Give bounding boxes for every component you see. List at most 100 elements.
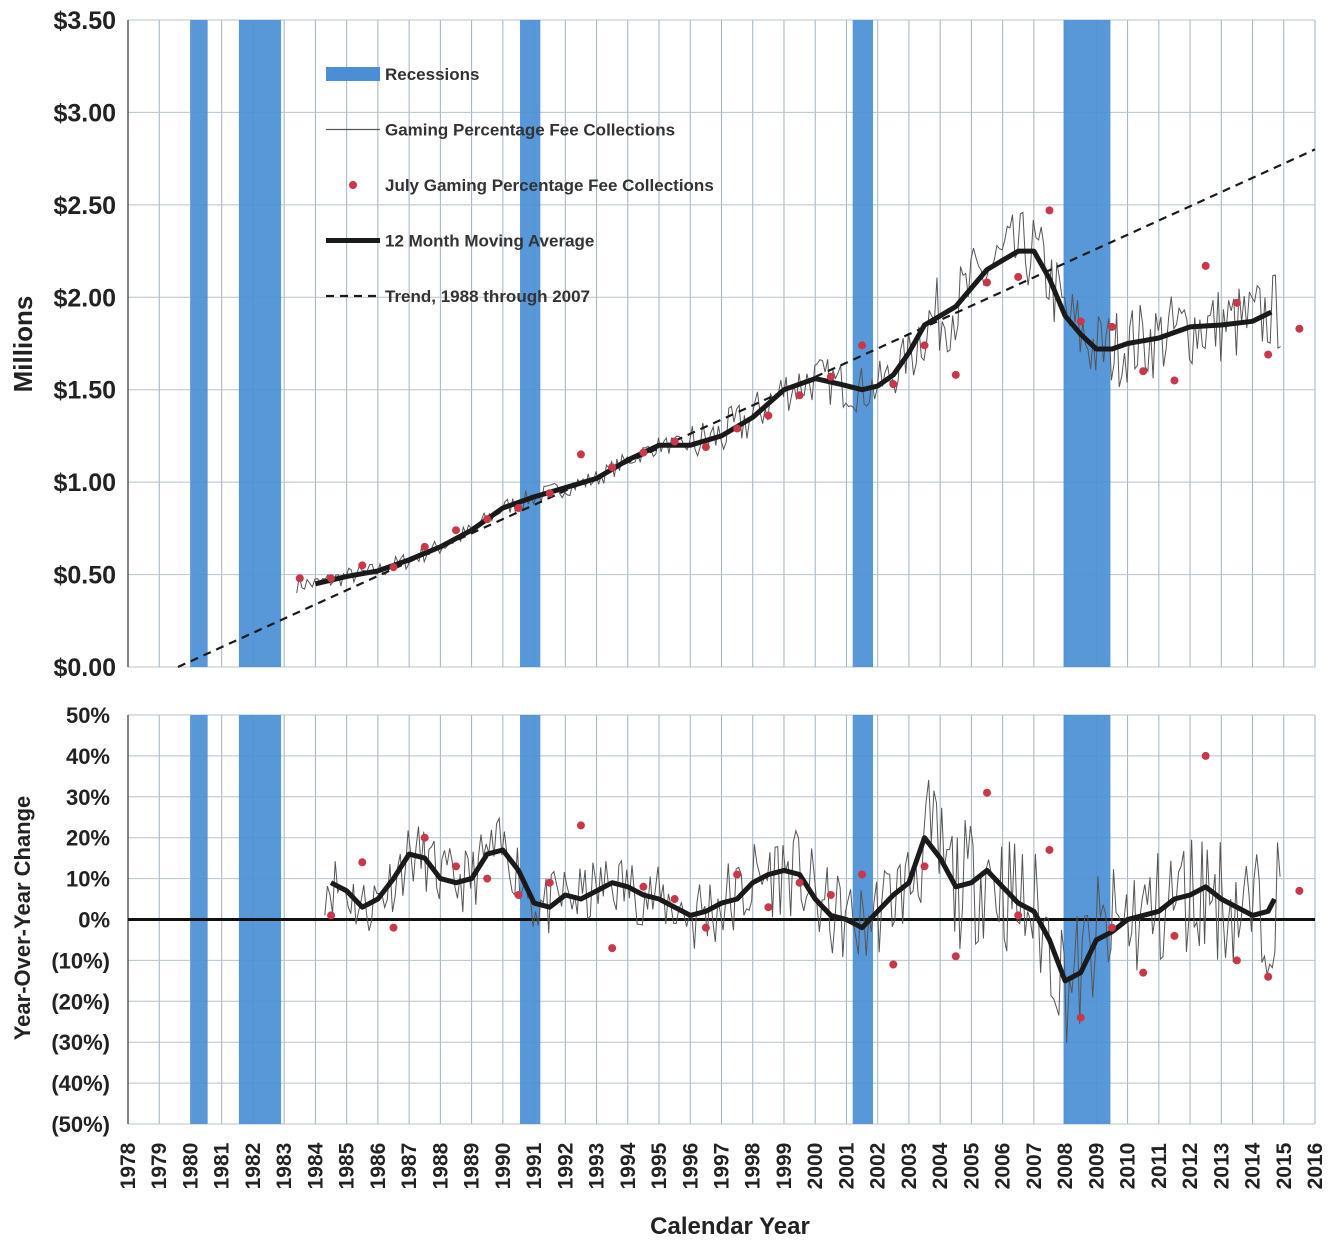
legend-swatch-recessions — [326, 67, 380, 81]
july-point — [858, 341, 867, 350]
recession-band — [238, 20, 282, 667]
x-tick-label: 1988 — [429, 1142, 452, 1189]
x-tick-label: 1989 — [461, 1143, 484, 1190]
x-tick-label: 2010 — [1117, 1143, 1140, 1190]
y-tick-label: $2.00 — [53, 284, 116, 312]
july-point — [670, 437, 679, 446]
x-tick-label: 1991 — [523, 1142, 546, 1189]
x-tick-label: 2001 — [835, 1142, 858, 1189]
legend-label: Trend, 1988 through 2007 — [385, 287, 590, 306]
july-point — [951, 370, 960, 379]
x-tick-label: 1995 — [648, 1142, 671, 1189]
legend-label: Recessions — [385, 65, 480, 84]
top-panel-recession-bands — [190, 20, 1111, 667]
x-axis-year-labels: 1978 1979 1980 1981 1982 1983 1984 1985 1986 1987… — [117, 1142, 1327, 1189]
bottom-y-axis-title: Year-Over-Year Change — [10, 796, 35, 1041]
july-change-point — [889, 960, 898, 969]
x-tick-label: 2008 — [1054, 1142, 1077, 1189]
july-point — [889, 380, 898, 389]
july-change-point — [951, 952, 960, 961]
july-point — [389, 563, 398, 572]
july-change-point — [608, 944, 617, 953]
y-tick-label: 50% — [66, 703, 110, 728]
legend-label: Gaming Percentage Fee Collections — [385, 121, 675, 140]
x-tick-label: 2016 — [1304, 1143, 1327, 1190]
x-tick-label: 1981 — [211, 1142, 234, 1189]
x-tick-label: 2005 — [960, 1142, 983, 1189]
x-tick-label: 1983 — [273, 1143, 296, 1190]
july-point — [1014, 272, 1023, 281]
july-point — [327, 574, 336, 583]
x-tick-label: 2014 — [1242, 1142, 1265, 1189]
x-tick-label: 2009 — [1085, 1143, 1108, 1190]
july-change-point — [639, 882, 648, 891]
july-point — [920, 341, 929, 350]
x-tick-label: 1993 — [586, 1143, 609, 1190]
y-tick-label: $0.00 — [53, 654, 116, 682]
x-tick-label: 1990 — [492, 1143, 515, 1190]
legend: Recessions Gaming Percentage Fee Collecti… — [326, 65, 714, 306]
july-point — [295, 574, 304, 583]
trend-line — [177, 148, 1316, 669]
july-point — [1076, 317, 1085, 326]
y-tick-label: (50%) — [51, 1112, 110, 1137]
july-change-point — [1107, 923, 1116, 932]
y-tick-label: $1.00 — [53, 469, 116, 497]
july-change-point — [1201, 751, 1210, 760]
y-tick-label: $3.50 — [53, 7, 116, 35]
y-tick-label: $3.00 — [53, 99, 116, 127]
july-change-point — [389, 923, 398, 932]
x-tick-label: 1999 — [773, 1143, 796, 1190]
july-point — [1170, 376, 1179, 385]
july-change-point — [858, 870, 867, 879]
x-tick-label: 1992 — [554, 1143, 577, 1190]
july-change-point — [764, 903, 773, 912]
july-change-point — [483, 874, 492, 883]
july-change-point — [826, 890, 835, 899]
y-tick-label: 40% — [66, 744, 110, 769]
july-point — [1107, 322, 1116, 331]
change-moving-average-line — [329, 835, 1277, 984]
x-tick-label: 2004 — [929, 1142, 952, 1189]
x-tick-label: 1987 — [398, 1143, 421, 1190]
x-tick-label: 1994 — [617, 1142, 640, 1189]
y-tick-label: (40%) — [51, 1071, 110, 1096]
july-point — [1264, 350, 1273, 359]
july-point — [826, 372, 835, 381]
x-tick-label: 1996 — [679, 1143, 702, 1190]
july-change-point — [983, 788, 992, 797]
bottom-panel-series — [128, 751, 1315, 1044]
july-change-point — [795, 878, 804, 887]
y-tick-label: 10% — [66, 867, 110, 892]
july-point — [795, 391, 804, 400]
bottom-panel-y-axis: 50% 40% 30% 20% 10% 0% (10%) (20%) (30%) (40%) (50… — [51, 703, 110, 1137]
top-panel-series — [177, 148, 1316, 669]
legend-label: 12 Month Moving Average — [385, 232, 594, 251]
x-tick-label: 2000 — [804, 1143, 827, 1190]
legend-label: July Gaming Percentage Fee Collections — [385, 176, 714, 195]
july-change-point — [545, 878, 554, 887]
recession-band — [520, 20, 541, 667]
july-point — [514, 504, 523, 513]
july-point — [764, 411, 773, 420]
july-point — [1295, 324, 1304, 333]
july-point — [733, 424, 742, 433]
july-point — [420, 542, 429, 551]
july-point — [1045, 206, 1054, 215]
y-tick-label: (30%) — [51, 1030, 110, 1055]
july-change-point — [1139, 968, 1148, 977]
top-y-axis-title: Millions — [8, 296, 38, 393]
x-tick-label: 2011 — [1148, 1143, 1171, 1189]
x-tick-label: 1982 — [242, 1143, 265, 1190]
july-change-point — [1264, 972, 1273, 981]
moving-average-line — [314, 248, 1273, 587]
x-tick-label: 1986 — [367, 1143, 390, 1190]
july-change-point — [670, 895, 679, 904]
x-tick-label: 2007 — [1023, 1143, 1046, 1190]
july-change-point — [1045, 845, 1054, 854]
july-change-point — [451, 862, 460, 871]
top-panel-y-axis: $0.00 $0.50 $1.00 $1.50 $2.00 $2.50 $3.00 $3.50 — [53, 7, 116, 682]
x-tick-label: 1997 — [711, 1143, 734, 1190]
july-point — [545, 489, 554, 498]
legend-swatch-july — [349, 181, 357, 189]
